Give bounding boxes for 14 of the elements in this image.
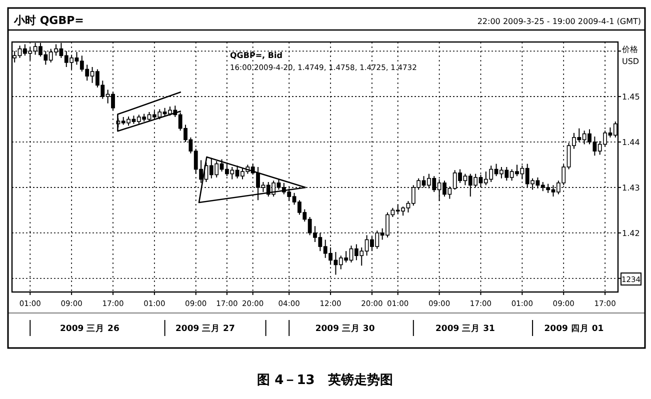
y-tick-label: 1.43 [622,183,640,192]
text: 2009 三月 31 [436,323,495,334]
caption: 图 4－13 英镑走势图 [257,372,393,388]
y-tick-label: 1.45 [622,92,640,102]
chart-subtitle: 22:00 2009-3-25 - 19:00 2009-4-1 (GMT) [477,17,641,26]
y-tick-label: 1.44 [622,138,640,147]
y-tick-label: 1.42 [622,228,640,238]
text: 2009 四月 01 [544,323,604,334]
y-axis-title: 价格 USD [621,45,640,66]
chart-title: 小时 QGBP= [13,14,84,27]
text: 2009 三月 30 [315,323,375,334]
annotation: QGBP=, Bid [230,51,283,60]
text: 2009 三月 26 [60,323,120,334]
text: 2009 三月 27 [175,323,235,334]
